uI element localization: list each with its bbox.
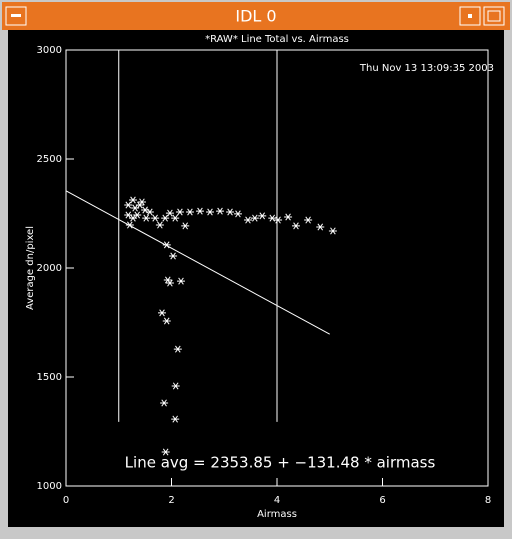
point xyxy=(161,448,170,456)
point xyxy=(206,208,215,216)
point xyxy=(175,208,184,216)
point xyxy=(258,212,267,220)
title-bar xyxy=(2,2,510,30)
point xyxy=(250,214,259,222)
menu-icon xyxy=(11,14,21,17)
minimize-icon xyxy=(468,14,472,18)
point xyxy=(133,211,142,219)
point xyxy=(151,214,160,222)
plot-canvas xyxy=(8,30,504,527)
point xyxy=(165,209,174,217)
point xyxy=(160,399,169,407)
point xyxy=(137,198,146,206)
maximize-icon xyxy=(487,10,501,22)
point xyxy=(268,214,277,222)
point xyxy=(142,214,151,222)
point xyxy=(226,208,235,216)
point xyxy=(161,214,170,222)
point xyxy=(162,317,171,325)
point xyxy=(158,309,167,317)
chart-title: *RAW* Line Total vs. Airmass xyxy=(205,34,349,45)
x-tick-label: 8 xyxy=(485,495,491,506)
x-tick-label: 6 xyxy=(379,495,385,506)
fit-line xyxy=(65,190,330,335)
y-axis-label: Average dn/pixel xyxy=(25,226,36,310)
x-tick-label: 4 xyxy=(274,495,280,506)
point xyxy=(124,201,133,209)
point xyxy=(171,382,180,390)
point xyxy=(131,204,140,212)
point xyxy=(128,196,137,204)
point xyxy=(284,213,293,221)
x-axis-label: Airmass xyxy=(257,509,297,520)
point xyxy=(155,221,164,229)
point xyxy=(216,207,225,215)
x-tick-label: 0 xyxy=(63,495,69,506)
point xyxy=(291,222,300,230)
y-tick-label: 1000 xyxy=(37,481,62,492)
point xyxy=(233,210,242,218)
maximize-button[interactable] xyxy=(483,6,505,26)
y-tick-label: 3000 xyxy=(37,45,62,56)
point xyxy=(195,207,204,215)
point xyxy=(243,216,252,224)
x-tick-label: 2 xyxy=(168,495,174,506)
point xyxy=(181,222,190,230)
y-tick-label: 2000 xyxy=(37,263,62,274)
point xyxy=(304,216,313,224)
point xyxy=(171,214,180,222)
fit-annotation: Line avg = 2353.85 + −131.48 * airmass xyxy=(125,454,436,472)
y-tick-label: 2500 xyxy=(37,154,62,165)
point xyxy=(145,208,154,216)
point xyxy=(328,227,337,235)
point xyxy=(165,279,174,287)
point xyxy=(316,223,325,231)
point xyxy=(185,208,194,216)
window-title: IDL 0 xyxy=(235,7,276,26)
point xyxy=(173,345,182,353)
point xyxy=(169,252,178,260)
date-annotation: Thu Nov 13 13:09:35 2003 xyxy=(359,63,494,74)
point xyxy=(274,216,283,224)
point xyxy=(128,214,137,222)
y-tick-label: 1500 xyxy=(37,372,62,383)
point xyxy=(171,415,180,423)
point xyxy=(176,277,185,285)
